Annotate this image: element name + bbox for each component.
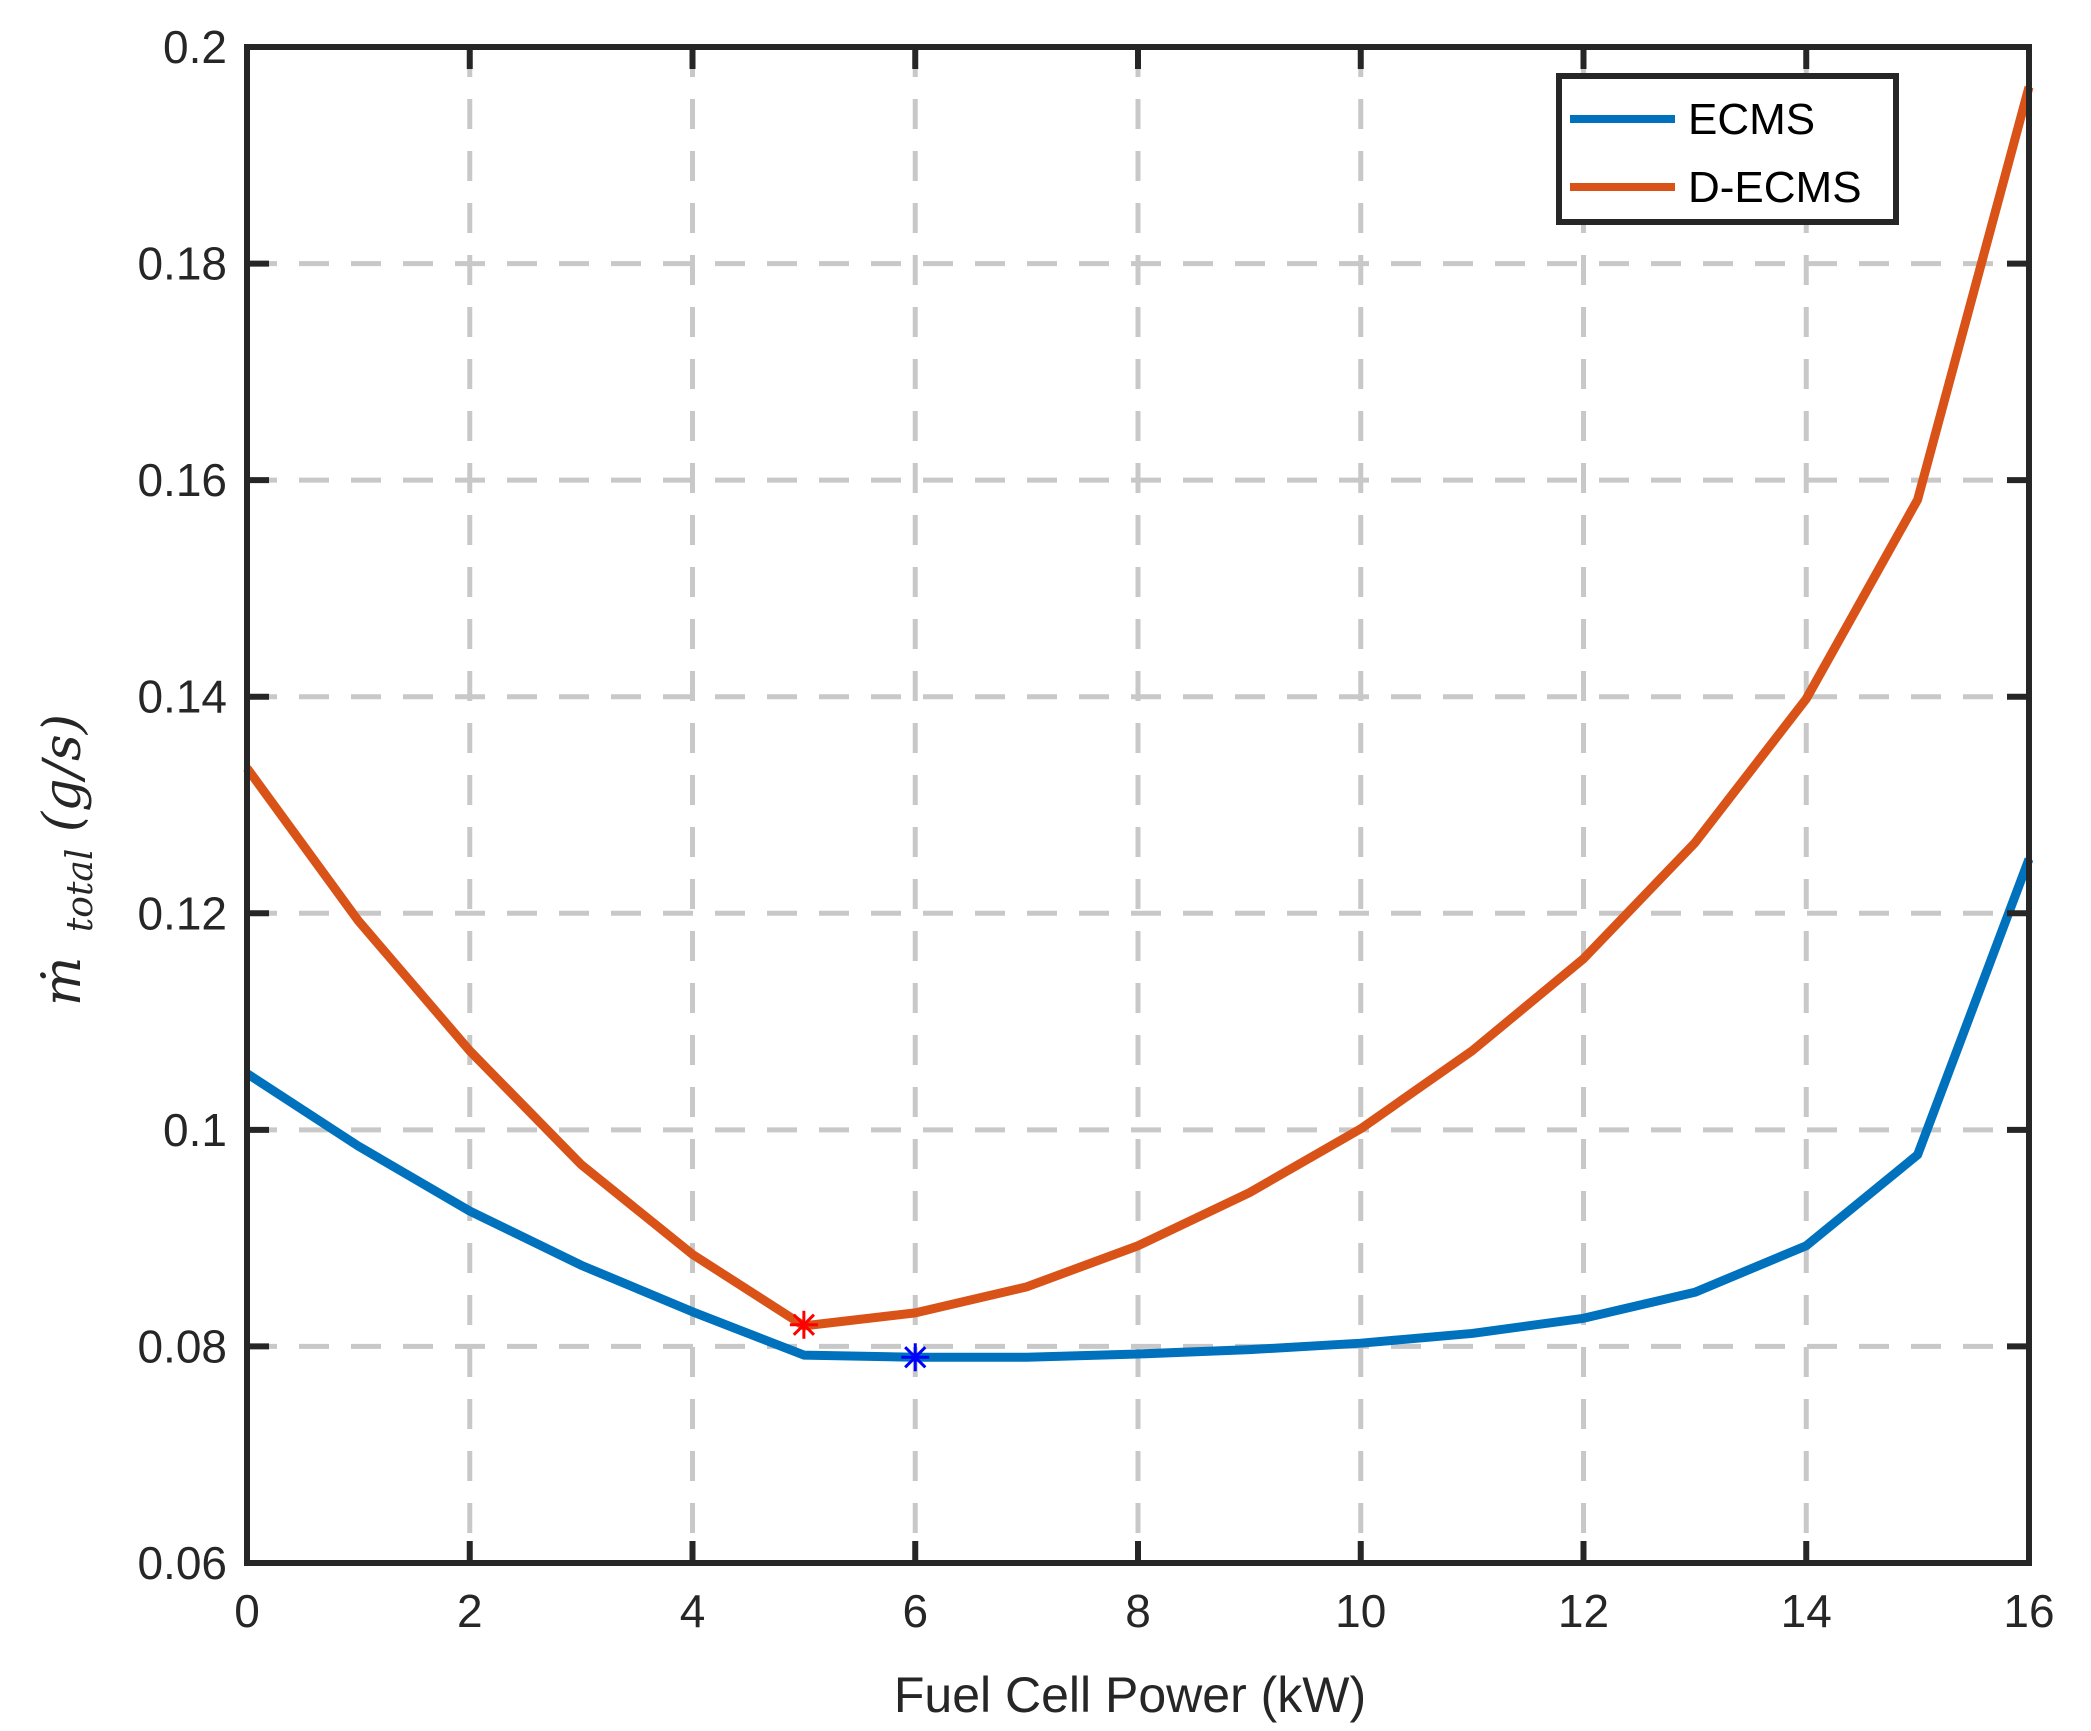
y-tick-label: 0.1 [163, 1104, 227, 1156]
y-tick-label: 0.2 [163, 21, 227, 73]
min-marker-d-ecms [789, 1310, 818, 1339]
x-axis-title: Fuel Cell Power (kW) [894, 1667, 1366, 1723]
series-line-d-ecms [243, 85, 2034, 1331]
axis-ticks [244, 44, 2032, 1566]
x-tick-label: 14 [1781, 1585, 1832, 1637]
y-tick-label: 0.06 [137, 1537, 227, 1589]
x-tick-label: 10 [1335, 1585, 1386, 1637]
x-tick-label: 16 [2003, 1585, 2054, 1637]
min-marker-ecms [901, 1343, 930, 1372]
y-axis-title: ṁ total (g/s) [33, 714, 105, 1006]
marker-stroke [792, 1313, 816, 1336]
x-tick-labels: 0 2 4 6 8 10 12 14 16 [234, 1585, 2054, 1637]
data-series [243, 85, 2034, 1362]
y-tick-label: 0.16 [137, 454, 227, 506]
marker-stroke [904, 1346, 927, 1369]
y-axis-title-subscript: total [60, 849, 101, 933]
y-tick-labels: 0.06 0.08 0.1 0.12 0.14 0.16 0.18 0.2 [137, 21, 227, 1589]
y-tick-label: 0.18 [137, 238, 227, 290]
x-tick-label: 6 [902, 1585, 928, 1637]
grid-lines [247, 47, 2029, 1563]
x-tick-label: 12 [1558, 1585, 1609, 1637]
y-tick-label: 0.12 [137, 887, 227, 939]
legend-label-d-ecms: D-ECMS [1688, 163, 1862, 212]
y-axis-title-symbol: ṁ [33, 957, 93, 1006]
legend-box [1556, 73, 1899, 225]
x-tick-label: 4 [680, 1585, 706, 1637]
x-tick-label: 2 [457, 1585, 483, 1637]
y-tick-label: 0.08 [137, 1320, 227, 1372]
y-axis-title-unit: (g/s) [33, 714, 93, 832]
y-tick-label: 0.14 [137, 671, 227, 723]
x-tick-label: 8 [1125, 1585, 1151, 1637]
legend: ECMS D-ECMS [1556, 73, 1899, 225]
legend-label-ecms: ECMS [1688, 95, 1815, 144]
series-line-ecms [244, 857, 2034, 1362]
x-tick-label: 0 [234, 1585, 260, 1637]
minimum-markers [789, 1310, 930, 1372]
